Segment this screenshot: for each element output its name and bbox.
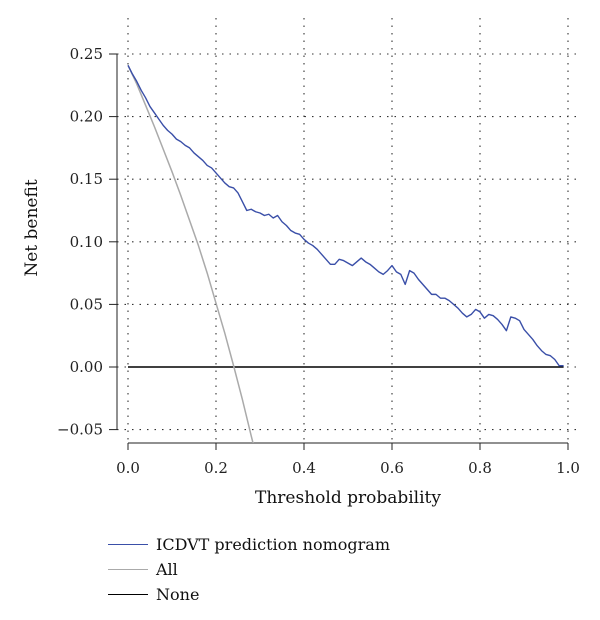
- x-axis-title: Threshold probability: [255, 488, 441, 508]
- legend-swatch-nomogram: [108, 544, 148, 545]
- legend-label-nomogram: ICDVT prediction nomogram: [156, 535, 391, 554]
- y-tick-label: 0.05: [70, 295, 103, 313]
- y-axis-title: Net benefit: [22, 179, 42, 276]
- y-tick-label: 0.20: [70, 108, 103, 126]
- x-tick-label: 1.0: [556, 459, 580, 477]
- legend-label-all: All: [156, 560, 178, 579]
- series-line-nomogram: [127, 64, 564, 367]
- legend-label-none: None: [156, 585, 200, 604]
- x-tick-label: 0.2: [204, 459, 228, 477]
- series-line-all: [127, 64, 254, 443]
- x-tick-label: 0.0: [116, 459, 140, 477]
- legend-swatch-none: [108, 594, 148, 595]
- legend: ICDVT prediction nomogram All None: [108, 532, 390, 607]
- x-tick-label: 0.4: [292, 459, 316, 477]
- legend-item-none: None: [108, 582, 390, 607]
- y-tick-label: 0.25: [70, 45, 103, 63]
- y-tick-label: 0.10: [70, 233, 103, 251]
- x-tick-label: 0.8: [468, 459, 492, 477]
- y-tick-label: 0.15: [70, 170, 103, 188]
- axes: 0.0 0.2 0.4 0.6 0.8 1.0 −0.05 0.00 0.05 0.10 0.15 0…: [57, 45, 580, 477]
- y-tick-label: −0.05: [57, 421, 103, 439]
- legend-item-nomogram: ICDVT prediction nomogram: [108, 532, 390, 557]
- x-tick-label: 0.6: [380, 459, 404, 477]
- series-group: [127, 64, 564, 443]
- y-tick-label: 0.00: [70, 358, 103, 376]
- legend-swatch-all: [108, 569, 148, 570]
- legend-item-all: All: [108, 557, 390, 582]
